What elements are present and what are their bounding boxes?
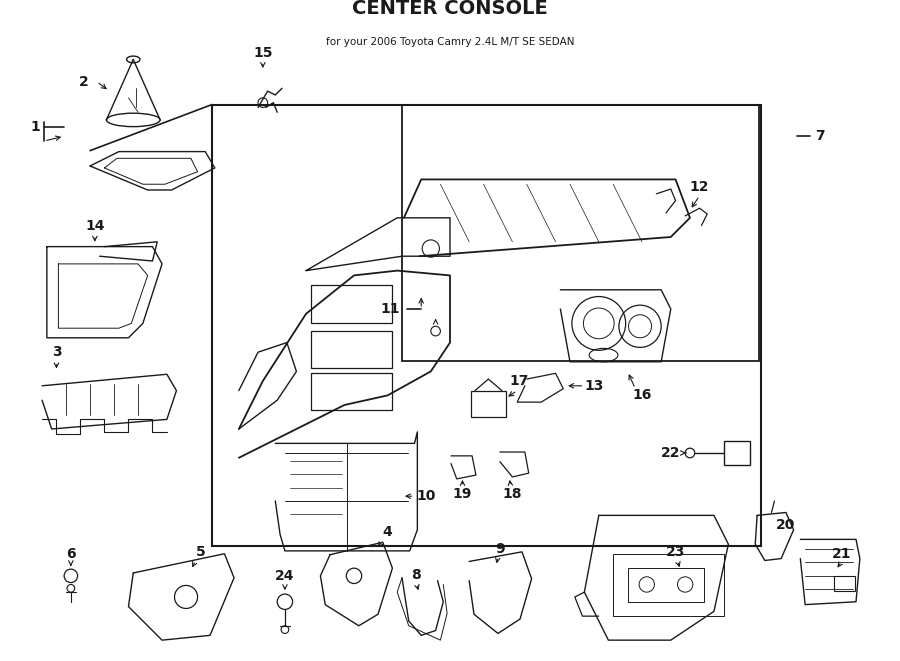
Text: 17: 17 [509,374,529,388]
Text: 19: 19 [453,487,472,501]
Text: 10: 10 [417,489,436,503]
Bar [724,442,751,465]
Text: 23: 23 [666,545,685,559]
Text: 6: 6 [66,547,76,561]
Text: 20: 20 [777,518,796,532]
Bar [310,331,392,368]
Text: 11: 11 [381,302,400,316]
Bar [613,554,724,616]
Text: 5: 5 [195,545,205,559]
Bar [834,576,855,591]
Bar [212,104,761,546]
Text: for your 2006 Toyota Camry 2.4L M/T SE SEDAN: for your 2006 Toyota Camry 2.4L M/T SE S… [326,38,574,48]
Text: 18: 18 [502,487,522,501]
Text: CENTER CONSOLE: CENTER CONSOLE [352,0,548,18]
Text: 2: 2 [78,75,88,89]
Text: 22: 22 [661,446,680,460]
Text: 21: 21 [832,547,851,561]
Text: 12: 12 [689,180,709,194]
Bar [402,104,759,361]
Text: 15: 15 [253,46,273,59]
Text: 4: 4 [382,525,392,539]
Text: 13: 13 [584,379,604,393]
Bar [310,285,392,323]
Bar [471,391,506,418]
Text: 16: 16 [633,389,652,403]
Text: 7: 7 [814,130,824,143]
Text: 24: 24 [275,569,294,583]
Text: 14: 14 [86,219,104,233]
Text: 3: 3 [51,345,61,359]
Bar [310,373,392,410]
Text: 1: 1 [31,120,40,134]
Text: 8: 8 [411,568,421,582]
Bar [627,568,705,602]
Text: 9: 9 [495,542,505,556]
